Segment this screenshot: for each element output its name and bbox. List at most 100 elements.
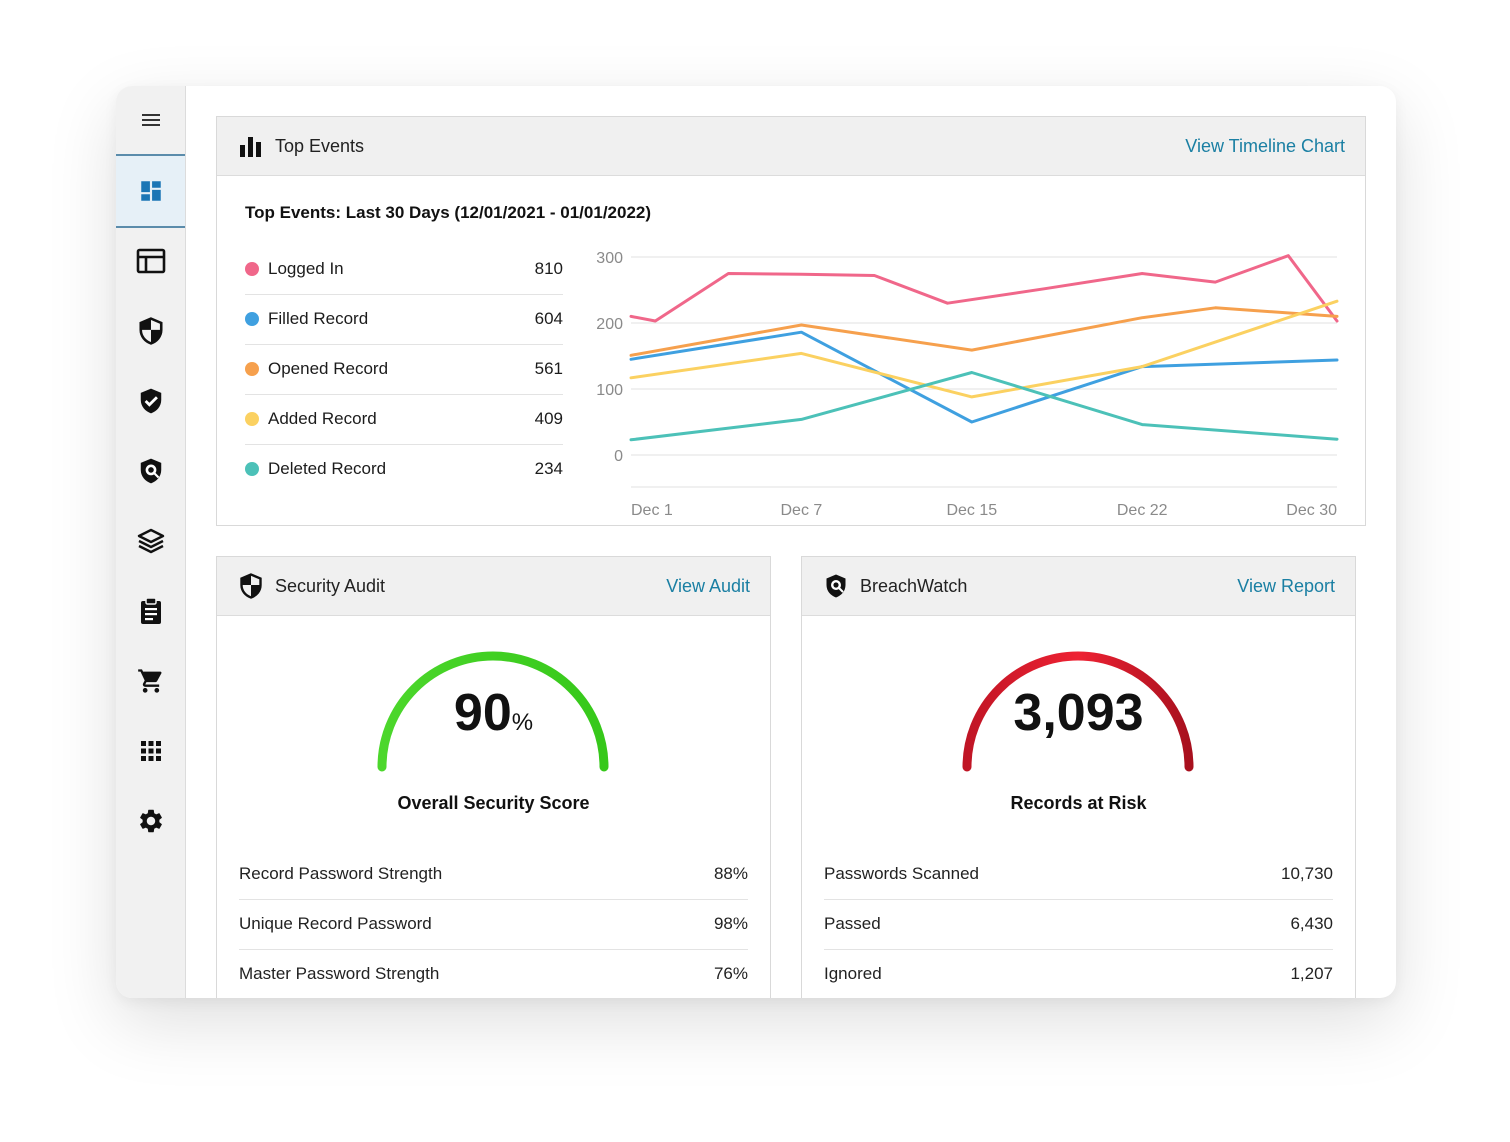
records-at-risk-gauge: 3,093 Records at Risk <box>802 637 1355 817</box>
stat-row-ignored: Ignored 1,207 <box>824 949 1333 998</box>
app-window: Top Events View Timeline Chart Top Event… <box>116 86 1396 998</box>
legend-label: Added Record <box>268 409 377 428</box>
y-tick-label: 0 <box>614 448 623 465</box>
stat-value: 76% <box>713 964 748 983</box>
sidebar-item-apps[interactable] <box>116 716 185 786</box>
sidebar-item-layers[interactable] <box>116 506 185 576</box>
view-timeline-chart-link[interactable]: View Timeline Chart <box>1185 135 1345 156</box>
top-events-panel: Top Events View Timeline Chart Top Event… <box>216 116 1366 526</box>
stat-label: Ignored <box>824 964 882 983</box>
records-at-risk-label: Records at Risk <box>1010 793 1147 813</box>
stat-label: Passed <box>824 914 881 933</box>
y-tick-label: 200 <box>596 316 623 333</box>
sidebar-item-compliance[interactable] <box>116 366 185 436</box>
x-tick-label: Dec 1 <box>631 502 673 517</box>
legend-item-logged-in: Logged In 810 <box>245 244 563 295</box>
layout-icon <box>136 248 165 274</box>
shield-half-icon <box>138 317 163 345</box>
layers-icon <box>137 528 164 554</box>
top-events-header: Top Events View Timeline Chart <box>217 117 1365 176</box>
breachwatch-header: BreachWatch View Report <box>802 557 1355 616</box>
x-tick-label: Dec 22 <box>1117 502 1168 517</box>
security-score-arc <box>377 651 609 772</box>
apps-grid-icon <box>140 741 161 761</box>
stat-row-passwords-scanned: Passwords Scanned 10,730 <box>824 849 1333 900</box>
legend-label: Filled Record <box>268 309 369 328</box>
stat-row-master-password-strength: Master Password Strength 76% <box>239 949 748 998</box>
breachwatch-panel: BreachWatch View Report 3,093 Records at… <box>801 556 1356 998</box>
legend-value: 561 <box>534 359 563 378</box>
stat-row-unique-record-password: Unique Record Password 98% <box>239 899 748 950</box>
sidebar-item-reports[interactable] <box>116 226 185 296</box>
stat-value: 1,207 <box>1290 964 1333 983</box>
legend-label: Opened Record <box>268 359 389 378</box>
sidebar-item-dashboard[interactable] <box>116 156 185 228</box>
sidebar-item-security[interactable] <box>116 296 185 366</box>
records-at-risk-arc <box>962 651 1194 772</box>
cart-icon <box>137 669 162 693</box>
hamburger-icon <box>141 114 160 126</box>
stat-value: 98% <box>713 914 748 933</box>
top-events-subtitle: Top Events: Last 30 Days (12/01/2021 - 0… <box>245 203 652 222</box>
gear-icon <box>139 809 162 833</box>
stat-label: Record Password Strength <box>239 864 443 883</box>
series-line-added-record <box>629 299 1339 399</box>
security-audit-header: Security Audit View Audit <box>217 557 770 616</box>
clipboard-icon <box>140 597 161 624</box>
view-audit-link[interactable]: View Audit <box>666 575 750 596</box>
stat-label: Master Password Strength <box>239 964 440 983</box>
sidebar-item-store[interactable] <box>116 646 185 716</box>
stat-value: 10,730 <box>1281 864 1333 883</box>
deleted-record-dot <box>245 462 259 476</box>
legend-item-deleted-record: Deleted Record 234 <box>245 444 563 494</box>
view-report-link[interactable]: View Report <box>1237 575 1335 596</box>
top-events-title: Top Events <box>275 135 365 156</box>
logged-in-dot <box>245 262 259 276</box>
legend-label: Deleted Record <box>268 459 387 478</box>
series-line-opened-record <box>629 306 1339 357</box>
added-record-dot <box>245 412 259 426</box>
series-line-deleted-record <box>629 371 1339 442</box>
menu-button[interactable] <box>116 86 185 156</box>
legend-value: 604 <box>534 309 563 328</box>
legend-label: Logged In <box>268 259 344 278</box>
security-score-gauge: 90% Overall Security Score <box>217 637 770 817</box>
sidebar <box>116 86 186 998</box>
records-at-risk-value: 3,093 <box>1013 684 1144 742</box>
y-tick-label: 100 <box>596 382 623 399</box>
stat-label: Passwords Scanned <box>824 864 979 883</box>
shield-eye-icon <box>826 574 846 598</box>
stat-value: 88% <box>713 864 748 883</box>
security-score-label: Overall Security Score <box>397 793 590 813</box>
sidebar-item-settings[interactable] <box>116 786 185 856</box>
legend-item-filled-record: Filled Record 604 <box>245 294 563 345</box>
opened-record-dot <box>245 362 259 376</box>
shield-half-icon <box>240 573 262 599</box>
security-score-value: 90% <box>453 684 534 742</box>
legend-value: 234 <box>534 459 563 478</box>
series-line-logged-in <box>629 254 1339 323</box>
events-line-chart: 300 200 100 0 Dec 1 Dec 7 Dec 15 Dec 22 Dec 30 <box>596 250 1339 517</box>
x-tick-label: Dec 7 <box>781 502 823 517</box>
stat-row-record-password-strength: Record Password Strength 88% <box>239 849 748 900</box>
y-tick-label: 300 <box>596 250 623 267</box>
legend-item-added-record: Added Record 409 <box>245 394 563 445</box>
legend-value: 810 <box>534 259 563 278</box>
legend-item-opened-record: Opened Record 561 <box>245 344 563 395</box>
stat-label: Unique Record Password <box>239 914 432 933</box>
security-audit-panel: Security Audit View Audit 90% Overall Se… <box>216 556 771 998</box>
x-tick-label: Dec 15 <box>946 502 997 517</box>
series-line-filled-record <box>629 330 1339 424</box>
filled-record-dot <box>245 312 259 326</box>
dashboard-icon <box>140 181 161 201</box>
shield-check-icon <box>140 388 161 414</box>
breachwatch-title: BreachWatch <box>860 575 968 596</box>
sidebar-item-breachwatch[interactable] <box>116 436 185 506</box>
stat-value: 6,430 <box>1290 914 1333 933</box>
shield-eye-icon <box>140 458 161 484</box>
bar-chart-icon <box>240 137 261 157</box>
stat-row-passed: Passed 6,430 <box>824 899 1333 950</box>
x-tick-label: Dec 30 <box>1286 502 1337 517</box>
sidebar-item-audit[interactable] <box>116 576 185 646</box>
legend-value: 409 <box>534 409 563 428</box>
